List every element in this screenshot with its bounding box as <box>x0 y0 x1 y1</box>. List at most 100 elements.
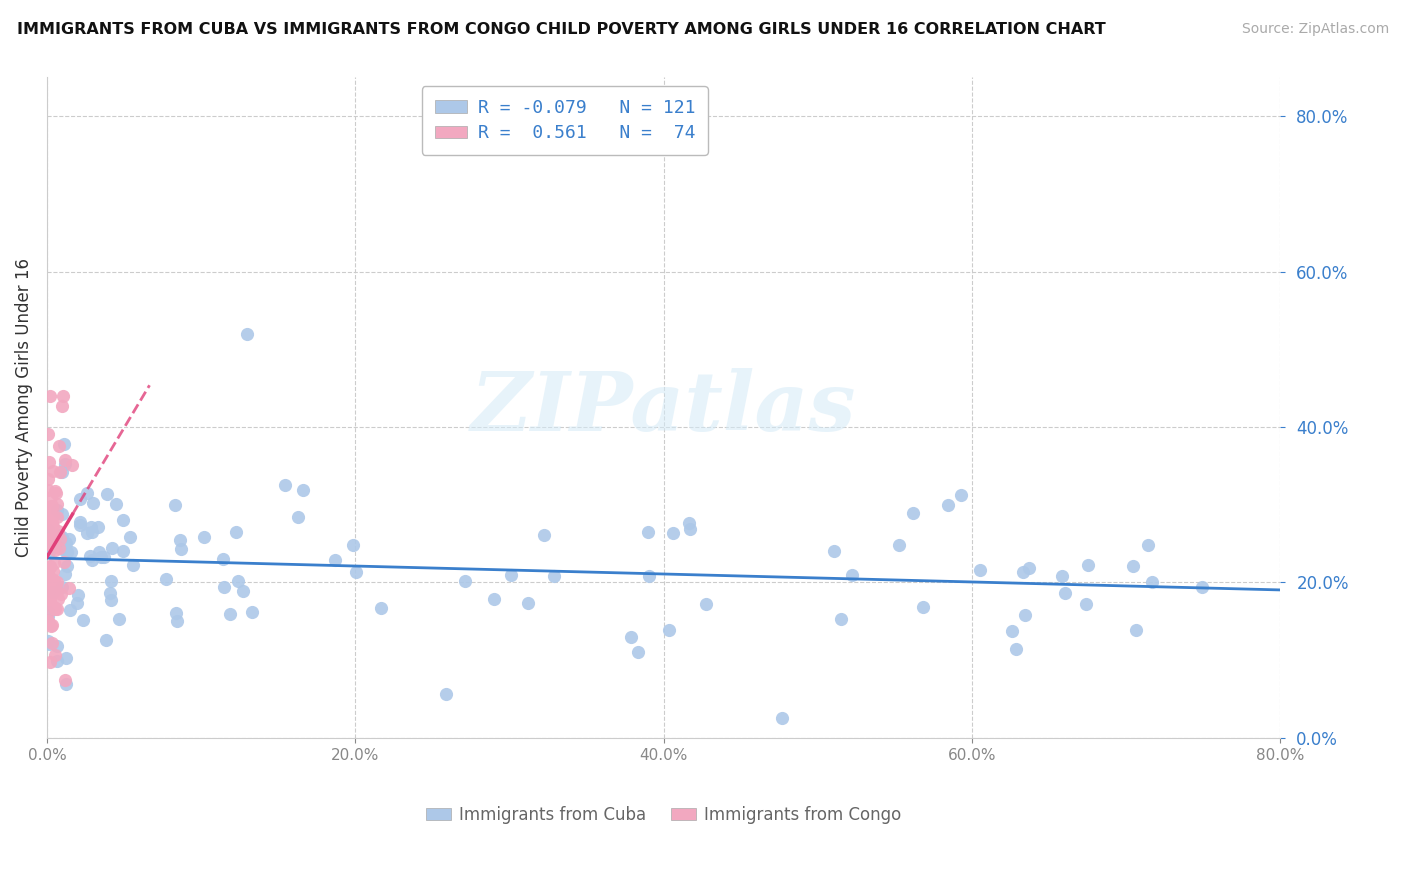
Point <box>44 532 66 546</box>
Point <box>41 516 63 531</box>
Point <box>37 576 59 591</box>
Point <box>39 502 62 516</box>
Point <box>516 596 538 610</box>
Point <box>53 566 76 581</box>
Point <box>37 609 59 624</box>
Text: IMMIGRANTS FROM CUBA VS IMMIGRANTS FROM CONGO CHILD POVERTY AMONG GIRLS UNDER 16: IMMIGRANTS FROM CUBA VS IMMIGRANTS FROM … <box>17 22 1105 37</box>
Point <box>111 543 134 558</box>
Point <box>45 502 67 516</box>
Point <box>344 565 367 579</box>
Point <box>105 497 128 511</box>
Point <box>37 605 59 619</box>
Point <box>80 553 103 567</box>
Point <box>53 543 76 558</box>
Point <box>38 582 60 597</box>
Point <box>44 648 66 662</box>
Point <box>1122 558 1144 573</box>
Point <box>44 483 66 498</box>
Point <box>58 533 80 547</box>
Point <box>39 500 62 514</box>
Point <box>53 673 76 688</box>
Point <box>679 523 702 537</box>
Point <box>342 538 364 552</box>
Point <box>232 584 254 599</box>
Point <box>287 509 309 524</box>
Point <box>44 485 66 500</box>
Point <box>533 527 555 541</box>
Point <box>37 483 59 497</box>
Point <box>51 399 73 413</box>
Point <box>39 389 62 403</box>
Point <box>122 558 145 572</box>
Point <box>69 516 91 530</box>
Point <box>1136 538 1159 552</box>
Point <box>82 525 104 540</box>
Point <box>107 612 129 626</box>
Point <box>170 542 193 557</box>
Point <box>482 591 505 606</box>
Point <box>53 457 76 471</box>
Point <box>38 536 60 550</box>
Point <box>45 578 67 592</box>
Point <box>499 567 522 582</box>
Point <box>1050 569 1073 583</box>
Point <box>69 492 91 507</box>
Point <box>49 465 72 479</box>
Point <box>38 545 60 559</box>
Point <box>39 535 62 549</box>
Point <box>291 483 314 497</box>
Point <box>37 566 59 581</box>
Point <box>211 552 233 566</box>
Point <box>37 614 59 628</box>
Point <box>37 634 59 648</box>
Point <box>37 508 59 522</box>
Point <box>37 574 59 588</box>
Point <box>56 558 79 573</box>
Point <box>37 500 59 514</box>
Point <box>49 587 72 601</box>
Point <box>58 581 80 595</box>
Text: ZIPatlas: ZIPatlas <box>471 368 856 448</box>
Point <box>53 453 76 467</box>
Point <box>41 636 63 650</box>
Point <box>620 630 643 644</box>
Point <box>323 553 346 567</box>
Point <box>48 532 70 546</box>
Point <box>454 574 477 588</box>
Point <box>155 572 177 586</box>
Y-axis label: Child Poverty Among Girls Under 16: Child Poverty Among Girls Under 16 <box>15 258 32 558</box>
Point <box>42 519 65 533</box>
Point <box>89 545 111 559</box>
Point <box>166 614 188 628</box>
Point <box>38 455 60 469</box>
Point <box>79 549 101 564</box>
Point <box>46 531 69 545</box>
Point <box>1077 558 1099 572</box>
Point <box>59 545 82 559</box>
Point <box>163 499 186 513</box>
Point <box>38 537 60 551</box>
Point <box>1053 586 1076 600</box>
Point <box>274 478 297 492</box>
Point <box>661 525 683 540</box>
Point <box>37 472 59 486</box>
Point <box>39 560 62 574</box>
Text: Source: ZipAtlas.com: Source: ZipAtlas.com <box>1241 22 1389 37</box>
Point <box>42 509 65 524</box>
Point <box>39 531 62 545</box>
Point <box>59 603 82 617</box>
Point <box>52 389 75 403</box>
Point <box>39 593 62 607</box>
Point <box>51 465 73 479</box>
Point <box>46 654 69 668</box>
Point <box>678 516 700 530</box>
Point <box>46 585 69 599</box>
Point <box>45 574 67 589</box>
Point <box>39 655 62 669</box>
Legend: Immigrants from Cuba, Immigrants from Congo: Immigrants from Cuba, Immigrants from Co… <box>419 799 908 830</box>
Point <box>53 437 76 451</box>
Point <box>830 612 852 626</box>
Point <box>42 531 65 545</box>
Point <box>627 645 650 659</box>
Point <box>169 533 191 547</box>
